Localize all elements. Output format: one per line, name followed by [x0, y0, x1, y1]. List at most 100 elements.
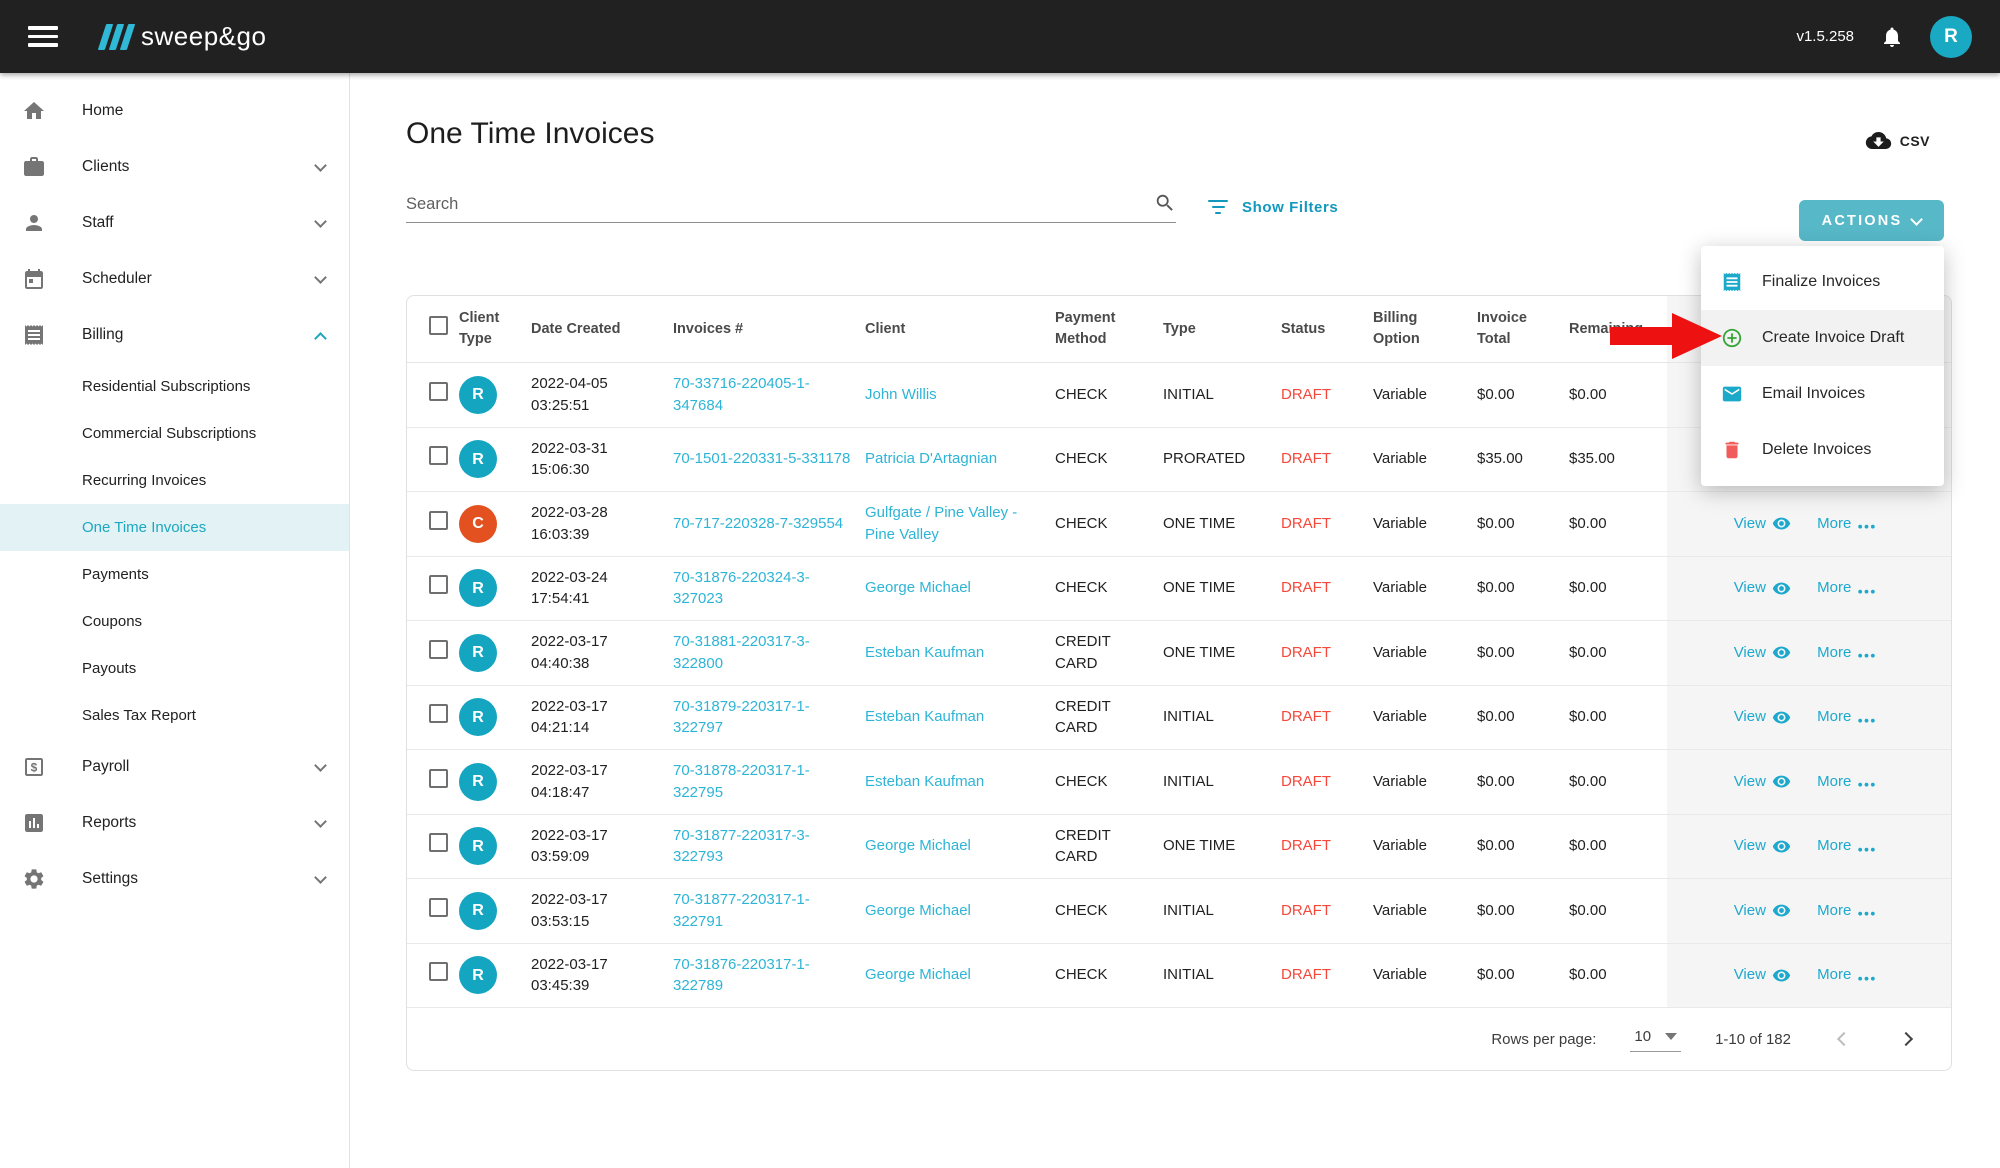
- sidebar-subitem[interactable]: One Time Invoices: [0, 504, 349, 551]
- client-link[interactable]: George Michael: [865, 966, 971, 984]
- row-checkbox[interactable]: [429, 510, 448, 530]
- search-field[interactable]: [406, 192, 1176, 223]
- row-checkbox[interactable]: [429, 639, 448, 659]
- caret-down-icon: [1665, 1033, 1678, 1041]
- search-icon[interactable]: [1154, 192, 1176, 214]
- client-type-avatar: R: [459, 698, 497, 737]
- sidebar-subitem[interactable]: Sales Tax Report: [0, 692, 349, 739]
- view-button[interactable]: View: [1734, 835, 1791, 857]
- sidebar-item-payroll[interactable]: $ Payroll: [0, 739, 349, 795]
- payment-method-cell: CREDIT CARD: [1055, 814, 1163, 880]
- calendar-icon: [25, 269, 43, 289]
- client-link[interactable]: George Michael: [865, 579, 971, 597]
- sidebar-subitem[interactable]: Recurring Invoices: [0, 457, 349, 504]
- invoice-number-link[interactable]: 70-33716-220405-1-347684: [673, 375, 810, 414]
- user-avatar[interactable]: R: [1930, 15, 1972, 58]
- billing-option-cell: Variable: [1373, 749, 1477, 815]
- more-button[interactable]: More: [1817, 964, 1876, 986]
- view-button[interactable]: View: [1734, 900, 1791, 922]
- sidebar-subitem[interactable]: Coupons: [0, 598, 349, 645]
- svg-text:$: $: [31, 761, 38, 775]
- invoice-number-link[interactable]: 70-31881-220317-3-322800: [673, 633, 810, 672]
- row-checkbox[interactable]: [429, 897, 448, 917]
- client-link[interactable]: George Michael: [865, 837, 971, 855]
- row-checkbox[interactable]: [429, 704, 448, 724]
- more-button[interactable]: More: [1817, 900, 1876, 922]
- view-button[interactable]: View: [1734, 771, 1791, 793]
- sidebar-item-staff[interactable]: Staff: [0, 195, 349, 251]
- sidebar-item-home[interactable]: Home: [0, 83, 349, 139]
- menu-item-finalize-invoices[interactable]: Finalize Invoices: [1701, 254, 1944, 310]
- view-button[interactable]: View: [1734, 513, 1791, 535]
- row-checkbox[interactable]: [429, 962, 448, 982]
- date-created-cell: 2022-03-17 04:40:38: [531, 620, 673, 686]
- invoice-number-link[interactable]: 70-31877-220317-1-322791: [673, 891, 810, 930]
- invoice-number-link[interactable]: 70-1501-220331-5-331178: [673, 450, 851, 468]
- col-remaining: Remaining: [1569, 296, 1667, 364]
- col-invoices: Invoices #: [673, 296, 865, 364]
- client-link[interactable]: John Willis: [865, 385, 937, 403]
- more-button[interactable]: More: [1817, 513, 1876, 535]
- next-page-button[interactable]: [1898, 1031, 1914, 1047]
- search-input[interactable]: [406, 194, 1146, 214]
- sidebar-subitem[interactable]: Payouts: [0, 645, 349, 692]
- client-link[interactable]: Gulfgate / Pine Valley - Pine Valley: [865, 504, 1018, 543]
- notifications-bell-icon[interactable]: [1880, 24, 1904, 50]
- invoice-number-link[interactable]: 70-31876-220324-3-327023: [673, 568, 810, 608]
- actions-button[interactable]: ACTIONS: [1799, 200, 1944, 241]
- date-created-cell: 2022-04-05 03:25:51: [531, 362, 673, 428]
- more-button[interactable]: More: [1817, 706, 1876, 728]
- client-link[interactable]: Esteban Kaufman: [865, 772, 985, 790]
- invoice-number-link[interactable]: 70-31879-220317-1-322797: [673, 697, 810, 737]
- row-checkbox[interactable]: [429, 833, 448, 853]
- select-all-checkbox[interactable]: [429, 316, 448, 335]
- view-button[interactable]: View: [1734, 706, 1791, 728]
- sidebar-item-reports[interactable]: Reports: [0, 795, 349, 851]
- more-button[interactable]: More: [1817, 577, 1876, 599]
- csv-export-button[interactable]: CSV: [1865, 131, 1930, 150]
- sidebar-item-clients[interactable]: Clients: [0, 139, 349, 195]
- row-checkbox[interactable]: [429, 768, 448, 788]
- invoice-number-link[interactable]: 70-31876-220317-1-322789: [673, 955, 810, 995]
- menu-item-create-invoice-draft[interactable]: Create Invoice Draft: [1701, 310, 1944, 366]
- ellipsis-icon: [1858, 783, 1876, 787]
- more-button[interactable]: More: [1817, 835, 1876, 857]
- rows-per-page-select[interactable]: 10: [1630, 1026, 1682, 1053]
- date-created-cell: 2022-03-17 04:21:14: [531, 685, 673, 751]
- invoice-number-link[interactable]: 70-717-220328-7-329554: [673, 514, 844, 532]
- previous-page-button[interactable]: [1836, 1031, 1852, 1047]
- invoice-number-link[interactable]: 70-31877-220317-3-322793: [673, 826, 810, 866]
- col-billing-option: Billing Option: [1373, 296, 1477, 364]
- menu-item-delete-invoices[interactable]: Delete Invoices: [1701, 422, 1944, 478]
- more-button[interactable]: More: [1817, 771, 1876, 793]
- row-checkbox[interactable]: [429, 381, 448, 401]
- date-created-cell: 2022-03-17 03:53:15: [531, 878, 673, 944]
- sidebar-item-scheduler[interactable]: Scheduler: [0, 251, 349, 307]
- client-link[interactable]: Esteban Kaufman: [865, 708, 985, 726]
- view-button[interactable]: View: [1734, 964, 1791, 986]
- invoice-number-link[interactable]: 70-31878-220317-1-322795: [673, 762, 810, 801]
- sidebar-item-settings[interactable]: Settings: [0, 851, 349, 907]
- chevron-up-icon: [314, 331, 327, 345]
- menu-item-email-invoices[interactable]: Email Invoices: [1701, 366, 1944, 422]
- show-filters-button[interactable]: Show Filters: [1208, 199, 1338, 216]
- more-button[interactable]: More: [1817, 642, 1876, 664]
- view-button[interactable]: View: [1734, 577, 1791, 599]
- sidebar-subitem[interactable]: Payments: [0, 551, 349, 598]
- sidebar-subitem[interactable]: Residential Subscriptions: [0, 363, 349, 410]
- ellipsis-icon: [1858, 976, 1876, 981]
- client-link[interactable]: Patricia D'Artagnian: [865, 450, 998, 468]
- invoice-total-cell: $0.00: [1477, 943, 1569, 1009]
- sidebar-subitem[interactable]: Commercial Subscriptions: [0, 410, 349, 457]
- client-link[interactable]: Esteban Kaufman: [865, 643, 985, 661]
- billing-option-cell: Variable: [1373, 620, 1477, 686]
- col-client: Client: [865, 296, 1055, 364]
- bar-chart-icon: [25, 814, 43, 832]
- row-checkbox[interactable]: [429, 446, 448, 466]
- sidebar-item-billing[interactable]: Billing: [0, 307, 349, 363]
- client-link[interactable]: George Michael: [865, 901, 971, 919]
- payment-method-cell: CHECK: [1055, 556, 1163, 622]
- row-checkbox[interactable]: [429, 575, 448, 595]
- view-button[interactable]: View: [1734, 642, 1791, 664]
- menu-hamburger-icon[interactable]: [28, 26, 58, 47]
